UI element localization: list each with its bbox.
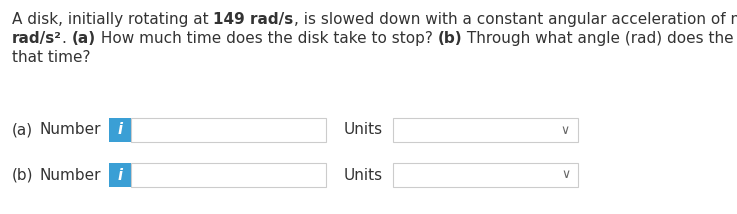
- Text: , is slowed down with a constant angular acceleration of magnitude: , is slowed down with a constant angular…: [294, 12, 737, 27]
- Text: (a): (a): [12, 122, 33, 138]
- Bar: [108, 118, 130, 142]
- Text: A disk, initially rotating at: A disk, initially rotating at: [12, 12, 214, 27]
- Text: How much time does the disk take to stop?: How much time does the disk take to stop…: [96, 31, 438, 46]
- Text: Number: Number: [40, 168, 101, 183]
- Text: (b): (b): [12, 168, 33, 183]
- Text: ∨: ∨: [561, 123, 570, 137]
- Text: (a): (a): [71, 31, 96, 46]
- Text: ∨: ∨: [561, 168, 570, 181]
- Text: 149 rad/s: 149 rad/s: [214, 12, 294, 27]
- Text: Through what angle (rad) does the disk rotate during: Through what angle (rad) does the disk r…: [462, 31, 737, 46]
- Text: rad/s²: rad/s²: [12, 31, 62, 46]
- Text: Number: Number: [39, 122, 101, 138]
- Text: .: .: [62, 31, 71, 46]
- Text: (b): (b): [438, 31, 462, 46]
- Bar: [393, 163, 578, 187]
- Text: i: i: [117, 168, 122, 183]
- Text: that time?: that time?: [12, 50, 91, 65]
- Text: Units: Units: [343, 122, 383, 138]
- Text: i: i: [117, 122, 122, 138]
- Text: Units: Units: [344, 168, 383, 183]
- Bar: [130, 118, 326, 142]
- Bar: [131, 163, 326, 187]
- Bar: [109, 163, 131, 187]
- Bar: [393, 118, 578, 142]
